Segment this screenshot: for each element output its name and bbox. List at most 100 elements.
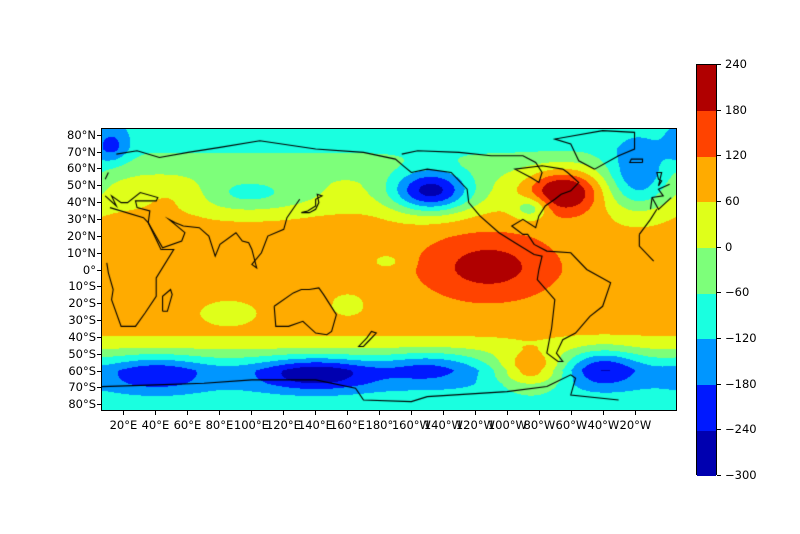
lon-tick	[475, 411, 477, 415]
colorbar-tick-label: −60	[725, 285, 750, 300]
lon-tick	[635, 411, 637, 415]
lat-tick	[97, 235, 101, 237]
colorbar-segment	[697, 430, 716, 477]
lat-tick-label: 80°S	[68, 397, 96, 412]
lon-tick-label: 100°W	[487, 418, 527, 432]
colorbar-tick-label: 180	[725, 102, 747, 117]
contour-map	[101, 128, 677, 411]
lon-tick-label: 140°W	[423, 418, 463, 432]
lon-tick	[411, 411, 413, 415]
lat-tick	[97, 218, 101, 220]
lat-tick-label: 10°S	[68, 279, 96, 294]
lat-tick-label: 40°S	[68, 329, 96, 344]
lat-tick-label: 20°N	[67, 228, 96, 243]
lon-tick	[283, 411, 285, 415]
lat-tick	[97, 151, 101, 153]
lat-tick-label: 70°S	[68, 380, 96, 395]
lat-tick-label: 0°	[82, 262, 96, 277]
lon-tick	[571, 411, 573, 415]
lat-tick	[97, 320, 101, 322]
colorbar-tick	[717, 475, 721, 476]
colorbar-tick-label: −120	[725, 331, 757, 345]
lon-tick-label: 160°E	[329, 418, 365, 432]
colorbar-segment	[697, 156, 716, 203]
colorbar-tick	[717, 109, 721, 111]
lon-tick	[155, 411, 157, 415]
lon-tick	[187, 411, 189, 415]
colorbar-tick-label: 120	[725, 148, 747, 163]
colorbar-segment	[697, 339, 716, 386]
lon-tick-label: 20°W	[619, 418, 652, 432]
lat-tick-label: 70°N	[67, 144, 96, 159]
colorbar-tick-label: 0	[725, 239, 733, 254]
lat-tick	[97, 404, 101, 406]
lon-tick	[251, 411, 253, 415]
lon-tick-label: 140°E	[297, 418, 333, 432]
lon-tick	[379, 411, 381, 415]
colorbar-segment	[697, 110, 716, 157]
colorbar-tick-label: −300	[725, 468, 757, 482]
colorbar-tick	[717, 292, 721, 294]
colorbar-tick-label: −240	[725, 422, 757, 437]
lat-tick	[97, 387, 101, 389]
colorbar-tick-label: 240	[725, 57, 747, 71]
colorbar-tick-label: 60	[725, 194, 740, 208]
lat-tick-label: 30°N	[67, 211, 96, 226]
colorbar-tick	[717, 338, 721, 339]
lat-tick	[97, 185, 101, 187]
lon-tick-label: 120°E	[265, 418, 301, 432]
lon-tick-label: 80°E	[205, 418, 234, 432]
colorbar-segment	[697, 65, 716, 112]
lat-tick	[97, 202, 101, 204]
contour-field	[102, 129, 676, 410]
lat-tick	[97, 303, 101, 305]
lat-tick	[97, 286, 101, 288]
colorbar-tick	[717, 155, 721, 157]
colorbar-segment	[697, 293, 716, 340]
lon-tick-label: 40°W	[587, 418, 620, 432]
lon-tick	[123, 411, 125, 415]
lon-tick-label: 40°E	[141, 418, 170, 432]
lat-tick	[97, 168, 101, 170]
lat-tick	[97, 336, 101, 338]
lat-tick-label: 20°S	[68, 296, 96, 311]
lon-tick-label: 20°E	[109, 418, 138, 432]
colorbar-segment	[697, 202, 716, 249]
colorbar-tick	[717, 64, 721, 65]
colorbar	[696, 64, 717, 477]
colorbar-tick-label: −180	[725, 376, 757, 391]
lon-tick-label: 60°W	[555, 418, 588, 432]
lon-tick	[603, 411, 605, 415]
lon-tick	[507, 411, 509, 415]
lat-tick-label: 80°N	[67, 127, 96, 142]
colorbar-tick	[717, 201, 721, 202]
lon-tick-label: 80°W	[523, 418, 556, 432]
lat-tick-label: 50°N	[67, 178, 96, 193]
lon-tick	[347, 411, 349, 415]
lat-tick-label: 40°N	[67, 195, 96, 210]
lat-tick-label: 10°N	[67, 245, 96, 260]
lat-tick	[97, 353, 101, 355]
lat-tick	[97, 370, 101, 372]
lat-tick-label: 50°S	[68, 346, 96, 361]
lon-tick	[539, 411, 541, 415]
colorbar-tick	[717, 246, 721, 248]
colorbar-segment	[697, 247, 716, 294]
lon-tick	[315, 411, 317, 415]
lat-tick-label: 60°N	[67, 161, 96, 176]
lat-tick-label: 30°S	[68, 313, 96, 328]
lon-tick	[219, 411, 221, 415]
lat-tick-label: 60°S	[68, 363, 96, 378]
lat-tick	[97, 252, 101, 254]
lon-tick-label: 60°E	[173, 418, 202, 432]
colorbar-segment	[697, 384, 716, 431]
lon-tick	[443, 411, 445, 415]
lat-tick	[97, 134, 101, 136]
lon-tick-label: 160°W	[391, 418, 431, 432]
colorbar-tick	[717, 429, 721, 431]
colorbar-tick	[717, 383, 721, 385]
lon-tick-label: 180°	[365, 418, 394, 432]
lon-tick-label: 100°E	[233, 418, 269, 432]
lat-tick	[97, 269, 101, 271]
lon-tick-label: 120°W	[455, 418, 495, 432]
